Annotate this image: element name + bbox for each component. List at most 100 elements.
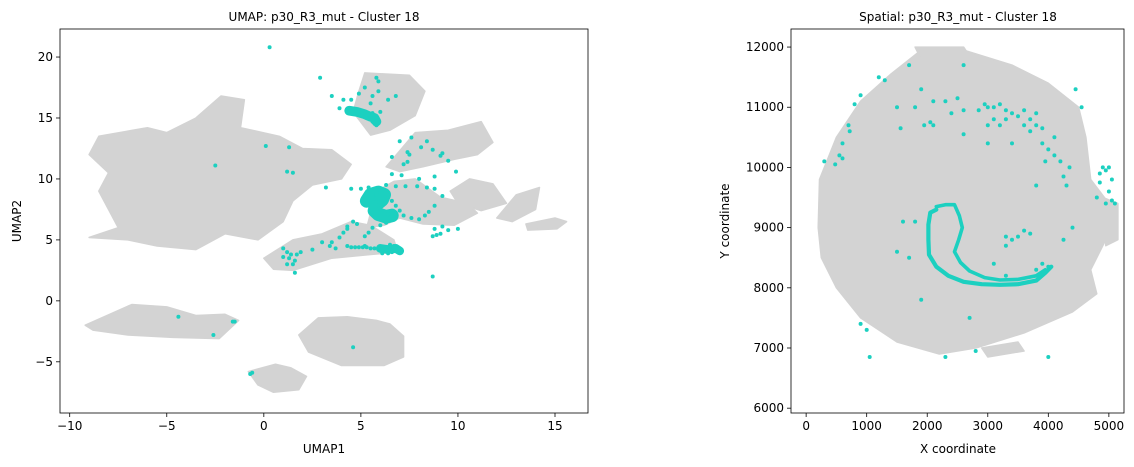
umap-background-region xyxy=(88,95,352,251)
spatial-cluster-point xyxy=(1061,237,1066,242)
spatial-cluster-point xyxy=(1073,87,1078,92)
umap-cluster-points xyxy=(176,45,460,376)
umap-cluster-point xyxy=(422,213,427,218)
spatial-cluster-point xyxy=(833,162,838,167)
spatial-cluster-point xyxy=(1028,129,1033,134)
umap-cluster-point xyxy=(378,206,383,211)
umap-background-region xyxy=(298,315,405,367)
umap-cluster-point xyxy=(366,112,371,117)
umap-cluster-point xyxy=(455,226,460,231)
spatial-y-tick-label: 10000 xyxy=(746,160,784,174)
umap-cluster-point xyxy=(294,252,299,257)
spatial-cluster-point xyxy=(882,78,887,83)
spatial-cluster-point xyxy=(1003,234,1008,239)
spatial-cluster-point xyxy=(1097,171,1102,176)
umap-cluster-point xyxy=(401,213,406,218)
umap-cluster-point xyxy=(454,169,458,174)
umap-cluster-point xyxy=(424,139,429,144)
spatial-cluster-point xyxy=(1064,183,1069,188)
umap-cluster-point xyxy=(263,144,268,148)
spatial-y-tick-label: 8000 xyxy=(753,281,784,295)
spatial-y-tick-label: 7000 xyxy=(753,341,784,355)
umap-cluster-point xyxy=(364,116,369,120)
umap-cluster-point xyxy=(415,184,420,189)
umap-cluster-point xyxy=(380,247,385,252)
umap-cluster-point xyxy=(378,223,383,228)
spatial-y-tick-label: 9000 xyxy=(753,221,784,235)
spatial-cluster-point xyxy=(1040,141,1045,146)
umap-cluster-point xyxy=(358,113,363,118)
umap-cluster-point xyxy=(310,247,315,252)
spatial-cluster-point xyxy=(1043,159,1048,164)
umap-cluster-point xyxy=(356,91,361,96)
umap-cluster-point xyxy=(281,246,286,251)
spatial-cluster-point xyxy=(1061,174,1066,179)
spatial-x-tick-label: 5000 xyxy=(1094,419,1125,433)
spatial-cluster-point xyxy=(840,141,845,146)
umap-cluster-point xyxy=(362,244,367,248)
umap-cluster-point xyxy=(232,319,237,324)
umap-cluster-point xyxy=(384,247,389,252)
spatial-cluster-point xyxy=(1040,261,1045,266)
spatial-cluster-point xyxy=(1103,168,1108,173)
umap-cluster-point xyxy=(434,233,439,237)
spatial-y-tick-label: 6000 xyxy=(753,401,784,415)
umap-cluster-point xyxy=(397,208,402,213)
umap-cluster-point xyxy=(446,158,451,163)
spatial-background-region xyxy=(914,46,971,60)
umap-cluster-point xyxy=(426,209,431,214)
spatial-x-tick-label: 1000 xyxy=(851,419,882,433)
spatial-cluster-point xyxy=(1100,165,1105,170)
umap-cluster-point xyxy=(337,235,342,240)
spatial-cluster-point xyxy=(913,105,918,110)
umap-y-tick-label: 0 xyxy=(45,294,53,308)
umap-cluster-point xyxy=(376,79,381,84)
umap-background-region xyxy=(525,217,568,231)
spatial-cluster-point xyxy=(898,126,903,131)
spatial-cluster-point xyxy=(919,87,924,92)
umap-cluster-point xyxy=(176,314,181,319)
umap-cluster-point xyxy=(399,173,404,178)
umap-cluster-point xyxy=(388,216,392,220)
spatial-cluster-point xyxy=(1016,114,1020,119)
spatial-cluster-point xyxy=(1067,165,1072,170)
spatial-cluster-point xyxy=(1034,267,1039,272)
umap-cluster-point xyxy=(370,119,375,124)
spatial-cluster-point xyxy=(961,132,966,137)
umap-cluster-point xyxy=(432,186,437,191)
umap-cluster-point xyxy=(351,219,356,224)
umap-cluster-point xyxy=(370,111,375,116)
spatial-cluster-point xyxy=(1046,264,1051,269)
spatial-cluster-point xyxy=(1022,228,1027,233)
umap-cluster-point xyxy=(382,201,387,206)
umap-cluster-point xyxy=(430,274,435,279)
umap-cluster-point xyxy=(386,97,391,102)
umap-cluster-point xyxy=(440,224,445,229)
spatial-cluster-point xyxy=(846,123,851,128)
umap-cluster-point xyxy=(376,89,381,94)
umap-cluster-point xyxy=(320,240,325,245)
umap-cluster-point xyxy=(430,234,435,239)
spatial-cluster-point xyxy=(1106,189,1111,194)
umap-background-region xyxy=(385,120,494,173)
umap-panel: UMAP: p30_R3_mut - Cluster 18 −10 −5 0 5 10 1… xyxy=(10,10,589,456)
umap-cluster-point xyxy=(368,101,373,106)
umap-cluster-point xyxy=(362,85,367,90)
spatial-cluster-point xyxy=(1109,198,1114,203)
spatial-cluster-point xyxy=(1003,108,1008,113)
umap-cluster-point xyxy=(345,224,350,229)
umap-cluster-point xyxy=(349,186,354,191)
umap-cluster-point xyxy=(409,216,414,220)
umap-cluster-point xyxy=(374,123,379,128)
umap-cluster-point xyxy=(386,212,391,217)
spatial-x-tick-label: 3000 xyxy=(972,419,1003,433)
umap-cluster-point xyxy=(403,184,408,189)
spatial-cluster-point xyxy=(943,355,948,359)
spatial-y-tick-label: 11000 xyxy=(746,100,784,114)
umap-cluster-point xyxy=(351,108,356,113)
umap-cluster-point xyxy=(341,97,346,102)
umap-cluster-point xyxy=(349,245,354,250)
spatial-background-points xyxy=(817,46,1119,358)
spatial-cluster-point xyxy=(1016,234,1020,239)
